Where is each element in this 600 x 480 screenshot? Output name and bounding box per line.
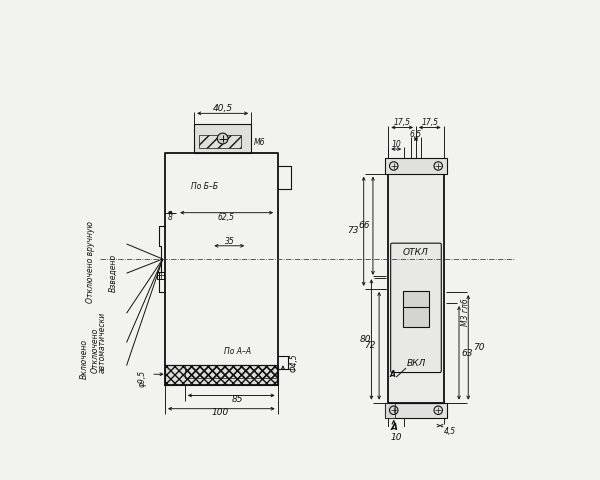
Text: М3 гл6: М3 гл6 xyxy=(461,298,470,325)
Text: Ф4,5: Ф4,5 xyxy=(290,353,299,372)
Text: Отключено вручную: Отключено вручную xyxy=(86,221,95,302)
Text: 10: 10 xyxy=(391,140,401,149)
FancyBboxPatch shape xyxy=(391,243,441,372)
Text: 63: 63 xyxy=(461,349,473,358)
Text: 100: 100 xyxy=(212,408,229,417)
Text: 62,5: 62,5 xyxy=(217,213,235,222)
Bar xyxy=(194,124,251,153)
Text: Взведено: Взведено xyxy=(109,254,118,292)
Text: А: А xyxy=(389,370,395,379)
Text: 85: 85 xyxy=(232,395,244,404)
Text: 17,5: 17,5 xyxy=(421,119,438,127)
Bar xyxy=(385,403,446,418)
Text: 73: 73 xyxy=(347,226,359,235)
Text: 10: 10 xyxy=(391,433,402,443)
Circle shape xyxy=(217,133,228,144)
Text: 70: 70 xyxy=(473,343,484,352)
Bar xyxy=(165,365,278,385)
Bar xyxy=(157,272,164,279)
Text: φ9,5: φ9,5 xyxy=(137,370,146,387)
Text: М6: М6 xyxy=(254,138,265,147)
Bar xyxy=(385,403,395,418)
Text: ВКЛ: ВКЛ xyxy=(406,359,425,368)
Bar xyxy=(185,365,278,378)
Text: 66: 66 xyxy=(358,221,370,230)
Bar xyxy=(403,291,429,327)
Text: 72: 72 xyxy=(364,341,375,350)
Text: По Б–Б: По Б–Б xyxy=(191,182,218,191)
Text: Включено: Включено xyxy=(80,339,89,379)
Text: 17,5: 17,5 xyxy=(394,119,410,127)
Text: 80: 80 xyxy=(359,335,371,344)
Text: 35: 35 xyxy=(225,237,235,246)
Text: ОТКЛ: ОТКЛ xyxy=(403,248,429,257)
Text: 4,5: 4,5 xyxy=(443,427,456,436)
Text: 8: 8 xyxy=(168,213,173,222)
Bar xyxy=(199,134,241,148)
Text: автоматически: автоматически xyxy=(98,312,107,373)
Bar xyxy=(388,174,443,403)
Text: По А–А: По А–А xyxy=(224,347,251,356)
Text: Отключено: Отключено xyxy=(91,327,100,373)
Text: А: А xyxy=(390,423,397,432)
Text: 40,5: 40,5 xyxy=(212,104,233,113)
Text: 6,5: 6,5 xyxy=(410,130,422,139)
Bar xyxy=(385,158,446,174)
